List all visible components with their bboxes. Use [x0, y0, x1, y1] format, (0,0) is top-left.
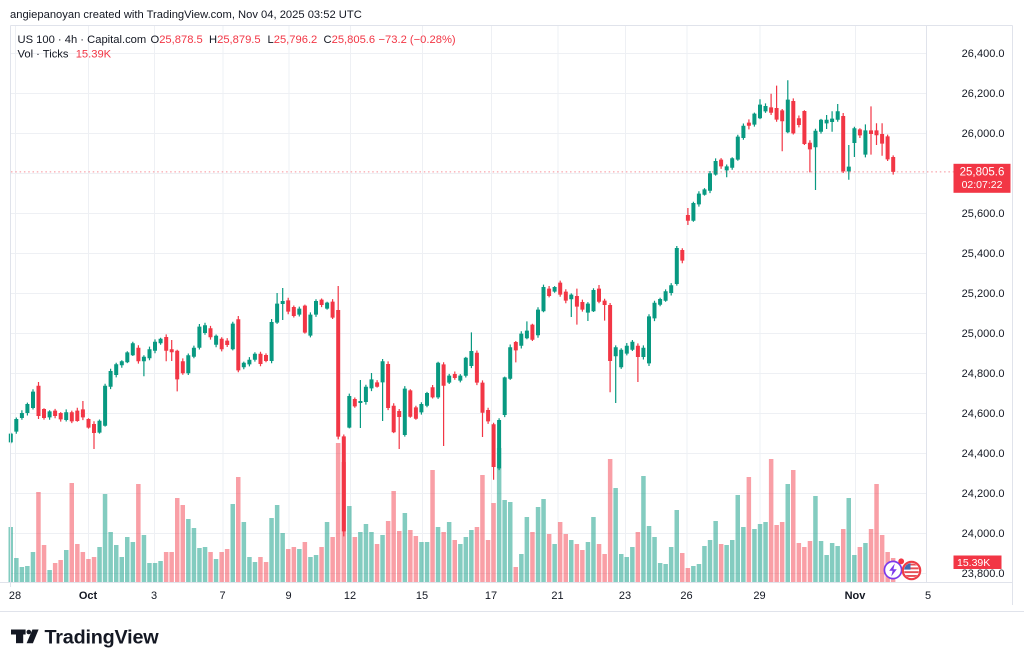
svg-text:12: 12	[344, 590, 356, 602]
svg-text:24,200.0: 24,200.0	[962, 488, 1005, 500]
svg-text:21: 21	[551, 590, 563, 602]
svg-text:25,000.0: 25,000.0	[962, 328, 1005, 340]
svg-text:02:07:22: 02:07:22	[962, 179, 1003, 191]
svg-text:24,800.0: 24,800.0	[962, 368, 1005, 380]
svg-text:15.39K: 15.39K	[957, 557, 990, 569]
svg-text:15: 15	[416, 590, 428, 602]
svg-text:−73.2 (−0.28%): −73.2 (−0.28%)	[379, 34, 456, 46]
svg-text:24,600.0: 24,600.0	[962, 408, 1005, 420]
svg-text:26: 26	[680, 590, 692, 602]
svg-text:O25,878.5: O25,878.5	[151, 34, 203, 46]
svg-text:9: 9	[285, 590, 291, 602]
svg-text:23,800.0: 23,800.0	[962, 568, 1005, 580]
svg-text:L25,796.2: L25,796.2	[268, 34, 318, 46]
svg-text:15.39K: 15.39K	[76, 48, 112, 60]
svg-text:5: 5	[925, 590, 931, 602]
svg-text:23: 23	[619, 590, 631, 602]
svg-text:C25,805.6: C25,805.6	[324, 34, 376, 46]
svg-text:28: 28	[9, 590, 21, 602]
svg-text:Oct: Oct	[79, 590, 98, 602]
svg-text:24,400.0: 24,400.0	[962, 448, 1005, 460]
svg-text:7: 7	[219, 590, 225, 602]
svg-text:17: 17	[485, 590, 497, 602]
svg-text:Nov: Nov	[845, 590, 867, 602]
svg-text:29: 29	[753, 590, 765, 602]
svg-text:3: 3	[151, 590, 157, 602]
svg-text:Vol · Ticks: Vol · Ticks	[18, 48, 69, 60]
svg-text:26,000.0: 26,000.0	[962, 128, 1005, 140]
svg-text:US 100 · 4h · Capital.com: US 100 · 4h · Capital.com	[18, 34, 147, 46]
svg-text:26,200.0: 26,200.0	[962, 88, 1005, 100]
svg-text:25,805.6: 25,805.6	[960, 167, 1005, 179]
svg-text:25,200.0: 25,200.0	[962, 288, 1005, 300]
svg-text:24,000.0: 24,000.0	[962, 528, 1005, 540]
svg-text:26,400.0: 26,400.0	[962, 48, 1005, 60]
svg-text:25,400.0: 25,400.0	[962, 248, 1005, 260]
svg-text:25,600.0: 25,600.0	[962, 208, 1005, 220]
svg-text:H25,879.5: H25,879.5	[209, 34, 261, 46]
svg-text:angiepanoyan created with Trad: angiepanoyan created with TradingView.co…	[10, 9, 362, 21]
svg-text:TradingView: TradingView	[45, 627, 160, 649]
